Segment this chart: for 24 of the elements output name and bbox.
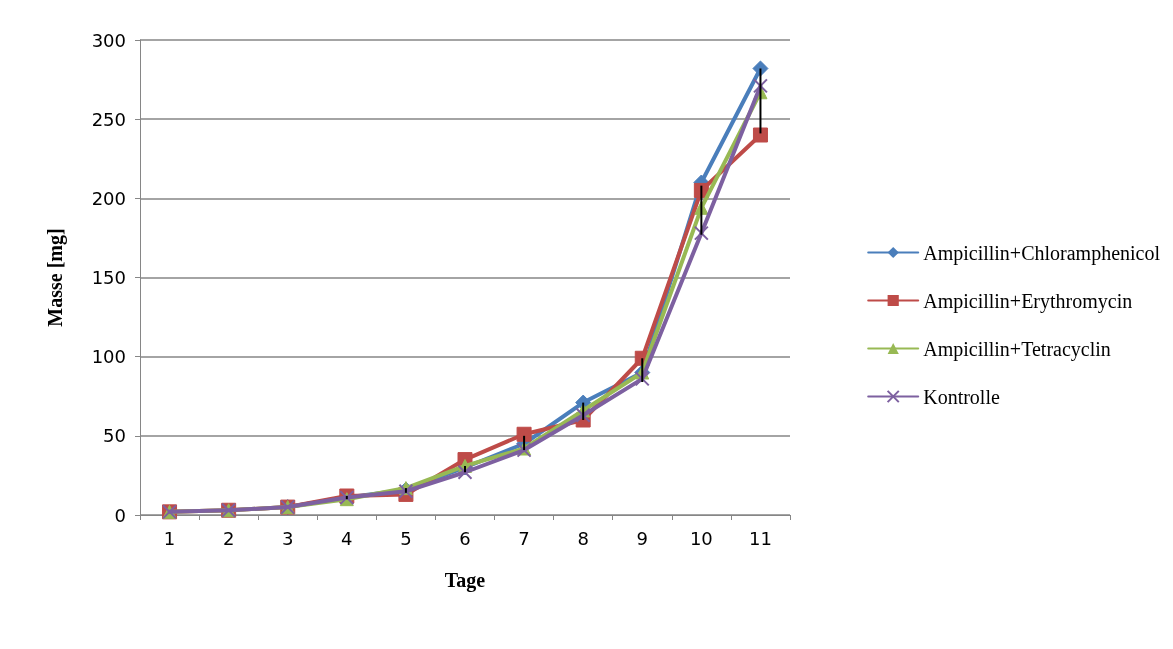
x-tick-label: 4 <box>341 527 353 549</box>
legend-label: Ampicillin+Chloramphenicol <box>923 241 1161 265</box>
legend-label: Kontrolle <box>923 385 1000 408</box>
x-tick-label: 9 <box>636 527 648 549</box>
y-tick-label: 250 <box>91 108 126 130</box>
x-tick-label: 7 <box>518 527 530 549</box>
y-tick-label: 300 <box>91 29 126 51</box>
y-tick-label: 200 <box>91 187 126 209</box>
x-tick-label: 2 <box>222 527 235 549</box>
x-tick-label: 8 <box>577 527 589 549</box>
y-axis-title: Masse [mg] <box>44 228 67 327</box>
x-tick-label: 6 <box>459 527 471 549</box>
legend-label: Ampicillin+Erythromycin <box>923 289 1133 313</box>
y-tick-label: 50 <box>103 425 126 447</box>
x-axis-title: Tage <box>444 569 486 592</box>
legend-label: Ampicillin+Tetracyclin <box>923 337 1111 361</box>
x-tick-label: 10 <box>689 527 713 549</box>
y-tick-label: 100 <box>91 346 126 368</box>
x-tick-label: 3 <box>282 527 294 549</box>
x-tick-label: 1 <box>163 527 176 549</box>
x-tick-label: 11 <box>749 527 772 549</box>
x-tick-label: 5 <box>400 527 412 549</box>
y-tick-label: 0 <box>114 504 126 526</box>
y-tick-label: 150 <box>91 267 126 288</box>
